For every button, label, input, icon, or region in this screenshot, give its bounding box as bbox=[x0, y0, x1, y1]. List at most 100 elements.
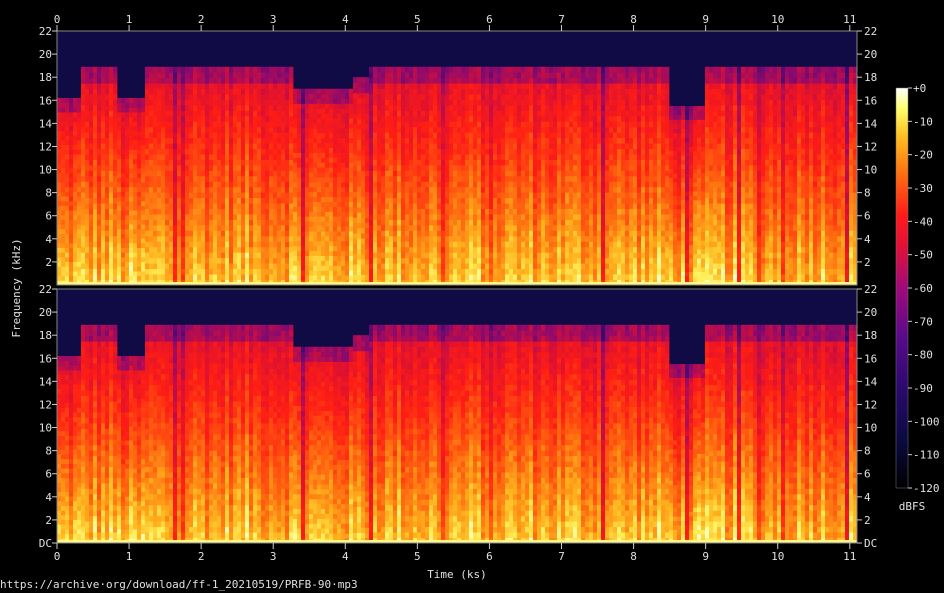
channel-1-cell bbox=[525, 192, 530, 199]
channel-1-cell bbox=[517, 121, 522, 128]
channel-1-cell bbox=[337, 196, 342, 202]
channel-1-cell bbox=[293, 255, 298, 261]
channel-1-cell bbox=[257, 143, 262, 150]
channel-1-cell bbox=[509, 110, 514, 117]
channel-1-cell bbox=[65, 219, 70, 225]
channel-1-cell bbox=[261, 88, 266, 95]
channel-1-cell bbox=[417, 241, 422, 248]
channel-1-cell bbox=[141, 186, 146, 192]
channel-1-cell bbox=[137, 107, 142, 113]
channel-1-cell bbox=[125, 111, 130, 118]
channel-1-cell bbox=[333, 162, 338, 168]
channel-1-cell bbox=[185, 181, 190, 188]
channel-1-cell bbox=[413, 121, 418, 128]
channel-1-cell bbox=[169, 214, 174, 220]
channel-1-cell bbox=[517, 132, 522, 139]
channel-1-cell bbox=[433, 115, 438, 122]
channel-1-cell bbox=[525, 274, 530, 280]
channel-1-cell bbox=[105, 72, 110, 79]
channel-1-cell bbox=[465, 186, 470, 193]
channel-1-cell bbox=[417, 230, 422, 237]
channel-1-time-column bbox=[257, 66, 262, 286]
channel-1-time-column bbox=[493, 66, 498, 286]
channel-1-cell bbox=[169, 192, 174, 199]
channel-1-cell bbox=[453, 132, 458, 139]
channel-1-cell bbox=[341, 250, 346, 256]
channel-1-cell bbox=[245, 214, 250, 220]
channel-1-cell bbox=[453, 186, 458, 193]
channel-1-cell bbox=[357, 222, 362, 229]
channel-1-cell bbox=[261, 132, 266, 139]
channel-1-cell bbox=[469, 257, 474, 264]
channel-1-cell bbox=[473, 203, 478, 210]
channel-1-cell bbox=[421, 186, 426, 193]
channel-1-cell bbox=[329, 235, 334, 242]
channel-1-cell bbox=[73, 172, 78, 178]
channel-1-cell bbox=[117, 275, 122, 281]
channel-1-cell bbox=[277, 164, 282, 171]
channel-1-cell bbox=[213, 197, 218, 204]
channel-1-cell bbox=[217, 241, 222, 248]
channel-1-cell bbox=[289, 263, 294, 270]
channel-1-cell bbox=[293, 113, 298, 119]
channel-1-cell bbox=[101, 170, 106, 177]
channel-1-cell bbox=[473, 115, 478, 122]
channel-1-cell bbox=[137, 205, 142, 211]
channel-1-cell bbox=[541, 257, 546, 264]
channel-1-cell bbox=[201, 148, 206, 155]
channel-1-cell bbox=[245, 203, 250, 210]
channel-1-cell bbox=[361, 243, 366, 250]
channel-1-cell bbox=[533, 94, 538, 100]
channel-1-cell bbox=[309, 255, 314, 261]
channel-1-cell bbox=[109, 148, 114, 155]
channel-1-cell bbox=[89, 99, 94, 106]
channel-1-cell bbox=[213, 137, 218, 144]
channel-1-cell bbox=[269, 186, 274, 193]
channel-1-cell bbox=[309, 127, 314, 134]
channel-1-cell bbox=[217, 268, 222, 275]
channel-1-cell bbox=[173, 104, 178, 111]
channel-1-cell bbox=[121, 111, 126, 118]
channel-1-cell bbox=[433, 148, 438, 155]
channel-1-cell bbox=[277, 208, 282, 215]
channel-1-cell bbox=[393, 104, 398, 111]
channel-1-cell bbox=[345, 255, 350, 261]
channel-1-cell bbox=[417, 219, 422, 226]
channel-1-cell bbox=[205, 83, 210, 90]
channel-1-cell bbox=[61, 140, 66, 146]
channel-1-cell bbox=[465, 72, 470, 79]
channel-1-cell bbox=[397, 148, 402, 155]
channel-1-cell bbox=[245, 224, 250, 231]
channel-1-cell bbox=[433, 214, 438, 220]
channel-1-cell bbox=[249, 268, 254, 275]
channel-1-cell bbox=[329, 216, 334, 222]
channel-1-cell bbox=[257, 241, 262, 248]
channel-1-cell bbox=[229, 203, 234, 210]
channel-1-cell bbox=[317, 240, 322, 247]
channel-1-cell bbox=[525, 110, 530, 117]
channel-1-cell bbox=[461, 66, 466, 73]
channel-1-cell bbox=[197, 126, 202, 133]
channel-1-cell bbox=[153, 126, 158, 133]
channel-1-cell bbox=[133, 252, 138, 258]
channel-1-cell bbox=[309, 172, 314, 178]
channel-1-cell bbox=[429, 137, 434, 144]
channel-1-cell bbox=[153, 132, 158, 139]
channel-1-cell bbox=[57, 247, 62, 253]
channel-1-cell bbox=[265, 175, 270, 182]
channel-1-cell bbox=[121, 219, 126, 225]
channel-1-cell bbox=[149, 186, 154, 193]
channel-1-cell bbox=[413, 115, 418, 122]
channel-1-cell bbox=[285, 148, 290, 155]
channel-1-cell bbox=[485, 88, 490, 95]
channel-1-cell bbox=[237, 241, 242, 248]
channel-1-cell bbox=[493, 263, 498, 270]
channel-1-cell bbox=[109, 121, 114, 128]
channel-1-cell bbox=[185, 132, 190, 139]
channel-1-cell bbox=[477, 197, 482, 204]
channel-1-cell bbox=[149, 263, 154, 270]
channel-1-cell bbox=[229, 83, 234, 90]
channel-1-cell bbox=[237, 268, 242, 275]
channel-1-cell bbox=[277, 241, 282, 248]
channel-1-cell bbox=[517, 175, 522, 182]
